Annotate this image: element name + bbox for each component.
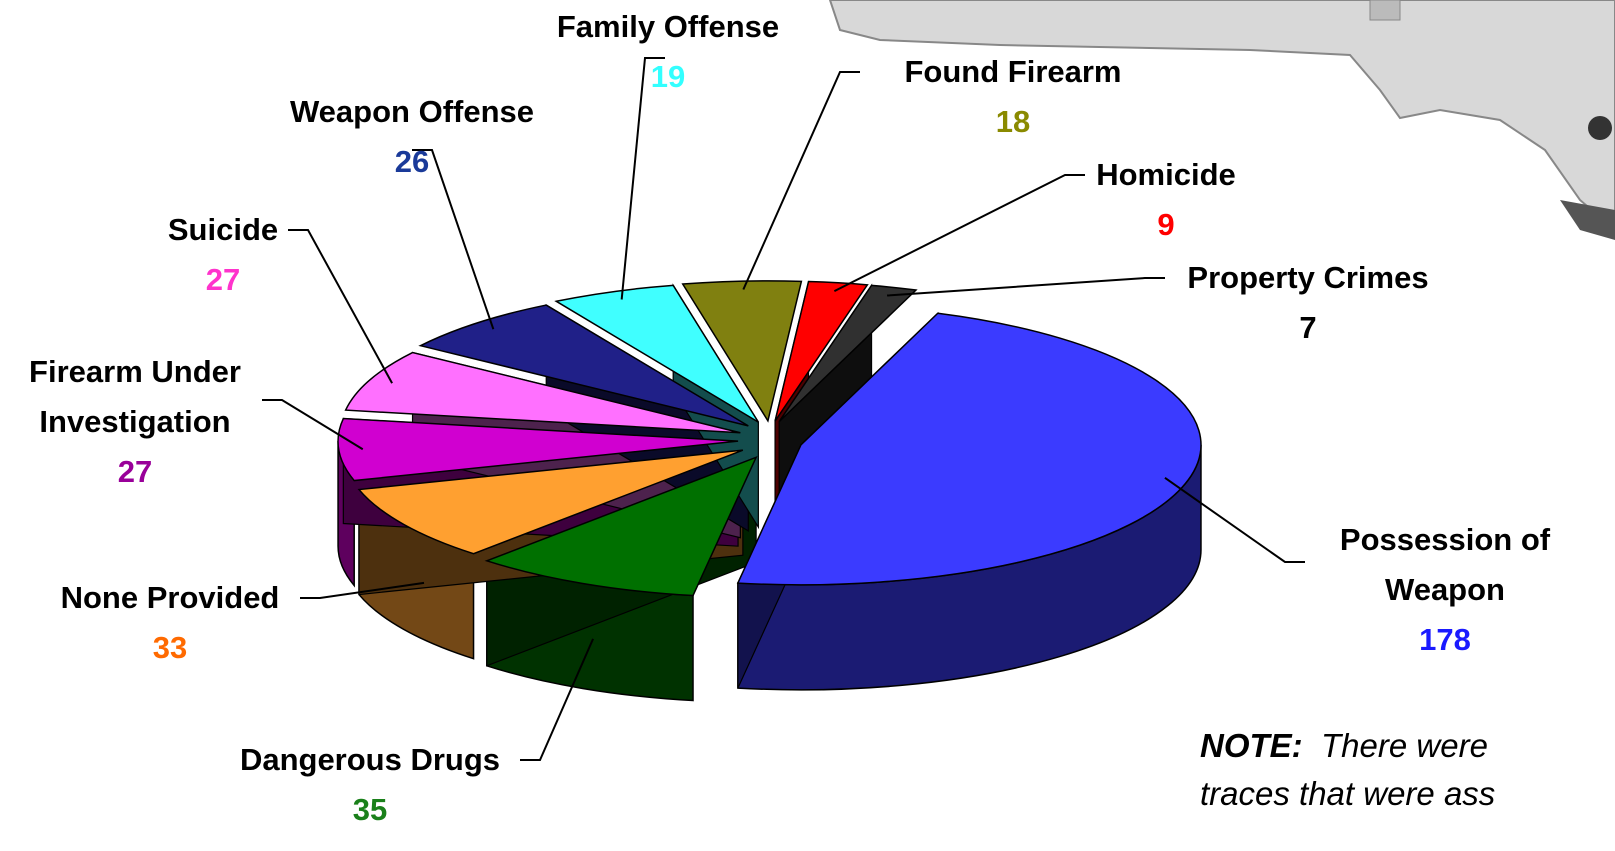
leader-line <box>300 581 425 599</box>
leader-line <box>620 57 665 300</box>
leader-line <box>262 399 364 451</box>
value-label: 27 <box>205 262 241 297</box>
slice-label: Dangerous Drugs 35 <box>210 735 530 835</box>
leader-line <box>412 149 495 330</box>
slice <box>357 449 744 555</box>
leader-line <box>887 277 1165 297</box>
value-label: 33 <box>152 630 188 665</box>
slice-label: Found Firearm 18 <box>863 47 1163 147</box>
value-label: 26 <box>394 144 430 179</box>
category-label: Possession of Weapon <box>1339 522 1551 607</box>
slice <box>681 280 803 423</box>
gun-illustration <box>828 0 1615 240</box>
slice-label: Property Crimes 7 <box>1148 253 1468 353</box>
note-line: There were <box>1321 727 1488 764</box>
category-label: Property Crimes <box>1187 260 1429 295</box>
category-label: None Provided <box>60 580 280 615</box>
slice-label: Homicide 9 <box>1066 150 1266 250</box>
value-label: 18 <box>995 104 1031 139</box>
slice <box>774 280 869 422</box>
slice-tops <box>337 280 1202 597</box>
slice-label: None Provided 33 <box>10 573 330 673</box>
value-label: 35 <box>352 792 388 827</box>
leader-line <box>520 638 594 761</box>
category-label: Dangerous Drugs <box>239 742 501 777</box>
value-label: 19 <box>650 59 686 94</box>
slice <box>778 284 918 423</box>
slice <box>736 312 1202 586</box>
category-label: Firearm Under Investigation <box>29 354 241 439</box>
slice-label: Weapon Offense 26 <box>252 87 572 187</box>
slice-label: Possession of Weapon 178 <box>1325 515 1565 665</box>
leader-line <box>833 174 1085 292</box>
slice-label: Firearm Under Investigation 27 <box>5 347 265 497</box>
value-label: 27 <box>117 454 153 489</box>
slice <box>418 304 749 427</box>
slice <box>484 455 758 597</box>
category-label: Homicide <box>1096 157 1236 192</box>
slice <box>337 417 739 482</box>
value-label: 9 <box>1157 207 1175 242</box>
category-label: Weapon Offense <box>289 94 535 129</box>
note-line: traces that were ass <box>1200 775 1496 812</box>
category-label: Suicide <box>167 212 279 247</box>
leader-line <box>1164 477 1305 563</box>
slice <box>554 284 760 423</box>
note: NOTE: There were traces that were ass <box>1200 722 1495 818</box>
slice-label: Family Offense 19 <box>518 2 818 102</box>
slice-label: Suicide 27 <box>123 205 323 305</box>
value-label: 7 <box>1299 310 1317 345</box>
leader-line <box>742 71 860 290</box>
slice <box>344 351 741 434</box>
category-label: Family Offense <box>556 9 780 44</box>
value-label: 178 <box>1419 622 1471 657</box>
note-label: NOTE: <box>1200 727 1303 764</box>
category-label: Found Firearm <box>904 54 1122 89</box>
leader-line <box>288 229 393 384</box>
